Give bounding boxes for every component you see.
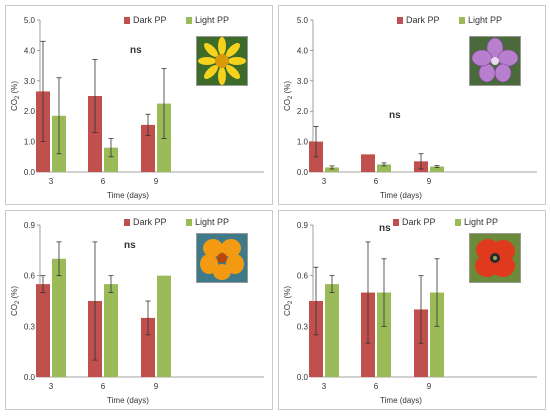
y-tick-label: 0.0: [24, 373, 36, 382]
nasturtium-flower-icon: [196, 233, 248, 283]
bar-light-6: [377, 164, 391, 172]
bar-light-9: [430, 292, 444, 377]
legend-label-light: Light PP: [468, 15, 502, 25]
ns-annotation: ns: [379, 223, 391, 234]
legend-label-dark: Dark PP: [133, 15, 167, 25]
y-tick-label: 0.3: [297, 322, 309, 331]
legend-label-light: Light PP: [195, 217, 229, 227]
x-axis-label: Time (days): [380, 191, 422, 200]
ns-annotation: ns: [130, 45, 142, 56]
legend-swatch-light: [186, 17, 192, 24]
ns-annotation: ns: [124, 240, 136, 251]
bar-dark-6: [88, 96, 102, 172]
ns-annotation: ns: [389, 110, 401, 121]
legend-label-dark: Dark PP: [133, 217, 167, 227]
y-tick-label: 5.0: [24, 16, 36, 25]
x-tick-label: 3: [322, 382, 327, 391]
chart-svg-1: 0.0 1.0 2.0 3.0 4.0 5.0 CO2 (%) Time (days) 3 6 9 n…: [10, 15, 264, 200]
x-axis-label: Time (days): [107, 396, 149, 405]
y-tick-label: 0.0: [297, 168, 309, 177]
y-tick-label: 0.6: [24, 272, 36, 281]
legend-swatch-dark: [124, 17, 130, 24]
y-tick-label: 0.9: [297, 221, 309, 230]
legend-swatch-light: [455, 219, 461, 226]
y-tick-label: 3.0: [24, 77, 36, 86]
x-tick-label: 3: [322, 177, 327, 186]
bar-dark-3: [36, 284, 50, 377]
bar-light-6: [377, 292, 391, 377]
bar-light-6: [104, 284, 118, 377]
legend-swatch-light: [186, 219, 192, 226]
mallow-flower-icon: [469, 36, 521, 86]
legend-label-light: Light PP: [464, 217, 498, 227]
y-axis-label: CO2 (%): [283, 81, 294, 111]
y-tick-label: 1.0: [297, 138, 309, 147]
bar-dark-9: [141, 317, 155, 377]
y-axis-label: CO2 (%): [10, 286, 21, 316]
yellow-daisy-icon: [196, 36, 248, 86]
y-tick-label: 2.0: [24, 107, 36, 116]
y-axis-label: CO2 (%): [283, 286, 294, 316]
y-tick-label: 0.9: [24, 221, 36, 230]
x-tick-label: 9: [154, 382, 159, 391]
x-axis-label: Time (days): [107, 191, 149, 200]
bar-light-9: [430, 166, 444, 172]
legend-label-light: Light PP: [195, 15, 229, 25]
chart-panel-4: 0.0 0.3 0.6 0.9 CO2 (%) Time (days) 3 6 9 ns Dark …: [278, 210, 546, 410]
chart-panel-3: 0.0 0.3 0.6 0.9 CO2 (%) Time (days) 3 6 9 ns Dark …: [5, 210, 273, 410]
bar-light-3: [325, 167, 339, 172]
x-tick-label: 6: [101, 382, 106, 391]
poppy-flower-icon: [469, 233, 521, 283]
x-tick-label: 6: [101, 177, 106, 186]
legend-swatch-light: [459, 17, 465, 24]
y-tick-label: 4.0: [297, 46, 309, 55]
chart-panel-2: 0.0 1.0 2.0 3.0 4.0 5.0 CO2 (%) Time (days) 3 6 9 n…: [278, 5, 546, 205]
x-axis-label: Time (days): [380, 396, 422, 405]
x-tick-label: 3: [49, 382, 54, 391]
chart-svg-2: 0.0 1.0 2.0 3.0 4.0 5.0 CO2 (%) Time (days) 3 6 9 n…: [283, 15, 537, 200]
y-tick-label: 0.6: [297, 272, 309, 281]
y-tick-label: 1.0: [24, 138, 36, 147]
y-axis-label: CO2 (%): [10, 81, 21, 111]
x-tick-label: 3: [49, 177, 54, 186]
y-tick-label: 0.3: [24, 322, 36, 331]
x-tick-label: 6: [374, 382, 379, 391]
chart-panel-1: 0.0 1.0 2.0 3.0 4.0 5.0 CO2 (%) Time (days) 3 6 9 n…: [5, 5, 273, 205]
bar-dark-3: [309, 301, 323, 377]
legend-label-dark: Dark PP: [402, 217, 436, 227]
legend-swatch-dark: [393, 219, 399, 226]
bar-light-6: [104, 147, 118, 172]
x-tick-label: 6: [374, 177, 379, 186]
bar-light-3: [325, 284, 339, 377]
bar-dark-9: [141, 124, 155, 172]
x-tick-label: 9: [427, 382, 432, 391]
chart-svg-3: 0.0 0.3 0.6 0.9 CO2 (%) Time (days) 3 6 9 ns Dark …: [10, 217, 264, 405]
legend-swatch-dark: [397, 17, 403, 24]
y-tick-label: 5.0: [297, 16, 309, 25]
x-tick-label: 9: [154, 177, 159, 186]
y-tick-label: 3.0: [297, 77, 309, 86]
y-tick-label: 0.0: [24, 168, 36, 177]
y-tick-label: 0.0: [297, 373, 309, 382]
legend-label-dark: Dark PP: [406, 15, 440, 25]
x-tick-label: 9: [427, 177, 432, 186]
bar-light-9: [157, 275, 171, 377]
y-tick-label: 4.0: [24, 46, 36, 55]
y-tick-label: 2.0: [297, 107, 309, 116]
bar-light-3: [52, 258, 66, 377]
legend-swatch-dark: [124, 219, 130, 226]
bar-dark-6: [361, 154, 375, 172]
chart-svg-4: 0.0 0.3 0.6 0.9 CO2 (%) Time (days) 3 6 9 ns Dark …: [283, 217, 537, 405]
